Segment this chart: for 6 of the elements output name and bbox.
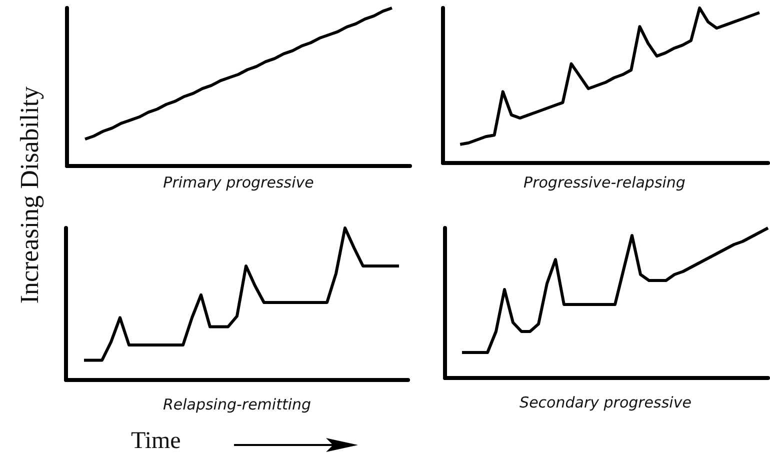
text: Primary progressive <box>163 174 314 192</box>
y-axis-title: Increasing Disability <box>15 86 45 304</box>
x-axis-title: Time <box>131 428 181 455</box>
text: Relapsing-remitting <box>162 396 312 414</box>
text: Progressive-relapsing <box>524 174 686 192</box>
text: Secondary progressive <box>520 394 692 412</box>
